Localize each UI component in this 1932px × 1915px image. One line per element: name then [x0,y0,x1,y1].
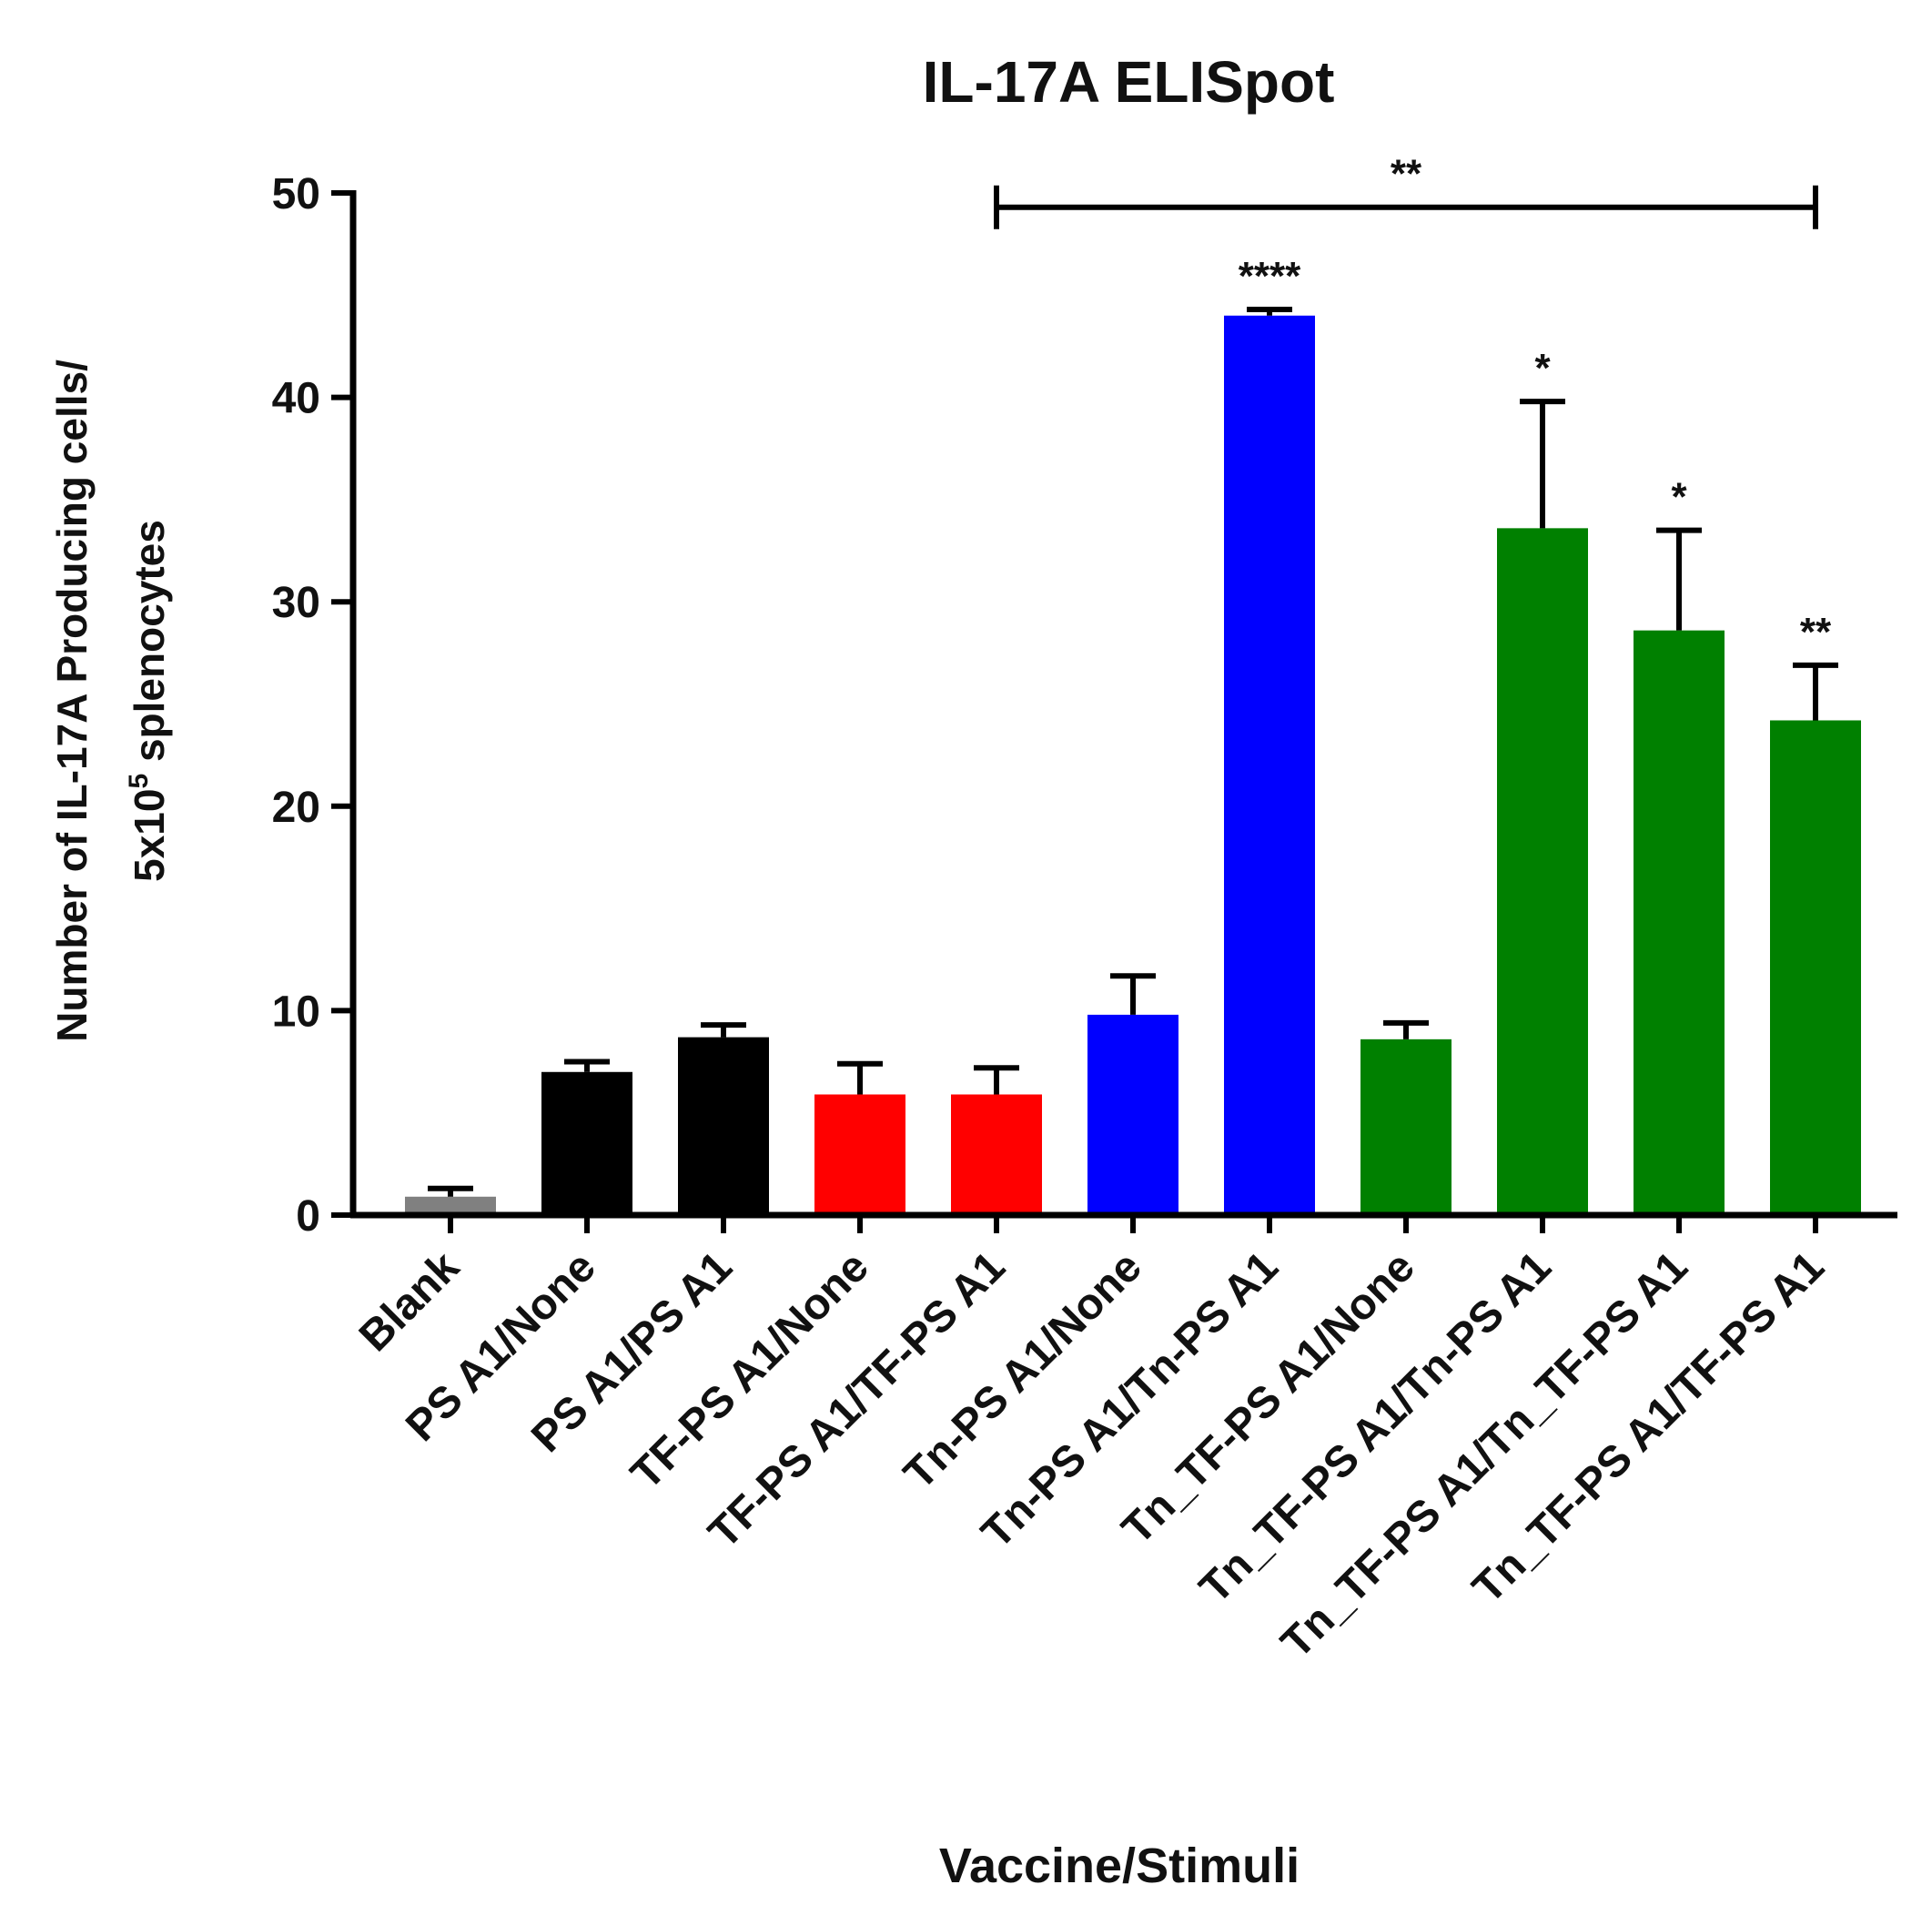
x-tick-label-6: Tn-PS A1/None [895,1242,1150,1498]
significance-label-10: * [1671,475,1687,520]
y-axis-label-line2: 5x105 splenocytes [124,520,173,882]
y-axis-label-line1: Number of IL-17A Producing cells/ [48,360,96,1042]
bar-10 [1634,630,1725,1215]
y-tick-label-4: 40 [272,375,320,423]
y-axis-label-exponent: 5 [124,774,154,789]
bar-7 [1224,315,1315,1215]
bar-2 [541,1071,632,1215]
bar-4 [814,1094,905,1215]
y-tick-label-2: 20 [272,784,320,832]
significance-label-7: **** [1239,254,1301,299]
bar-9 [1497,528,1588,1215]
significance-marks: ******** [1239,254,1832,654]
y-axis-label: Number of IL-17A Producing cells/ 5x105 … [48,360,173,1042]
axes [349,190,1897,1233]
bar-3 [678,1037,769,1215]
bar-8 [1360,1039,1452,1215]
significance-label-11: ** [1800,610,1832,654]
y-axis-label-suffix: splenocytes [126,520,173,774]
y-ticks: 0 10 20 30 40 50 [272,170,353,1241]
bar-6 [1087,1014,1178,1215]
x-tick-label-4: TF-PS A1/None [622,1242,877,1498]
chart-title: IL-17A ELISpot [923,49,1335,115]
bar-5 [951,1094,1042,1215]
error-bars [428,307,1838,1197]
bracket-label: ** [1391,152,1422,197]
bar-1 [405,1196,496,1215]
x-tick-label-1: Blank [350,1242,469,1361]
comparison-bracket: ** [994,152,1818,229]
y-tick-label-0: 0 [296,1192,320,1241]
x-axis-label: Vaccine/Stimuli [939,1839,1300,1893]
y-tick-label-3: 30 [272,579,320,627]
significance-label-9: * [1534,346,1551,390]
bar-11 [1770,720,1861,1215]
bars [405,315,1861,1215]
y-tick-label-1: 10 [272,988,320,1036]
y-axis-label-base: 5x10 [126,789,173,882]
y-tick-label-5: 50 [272,170,320,218]
